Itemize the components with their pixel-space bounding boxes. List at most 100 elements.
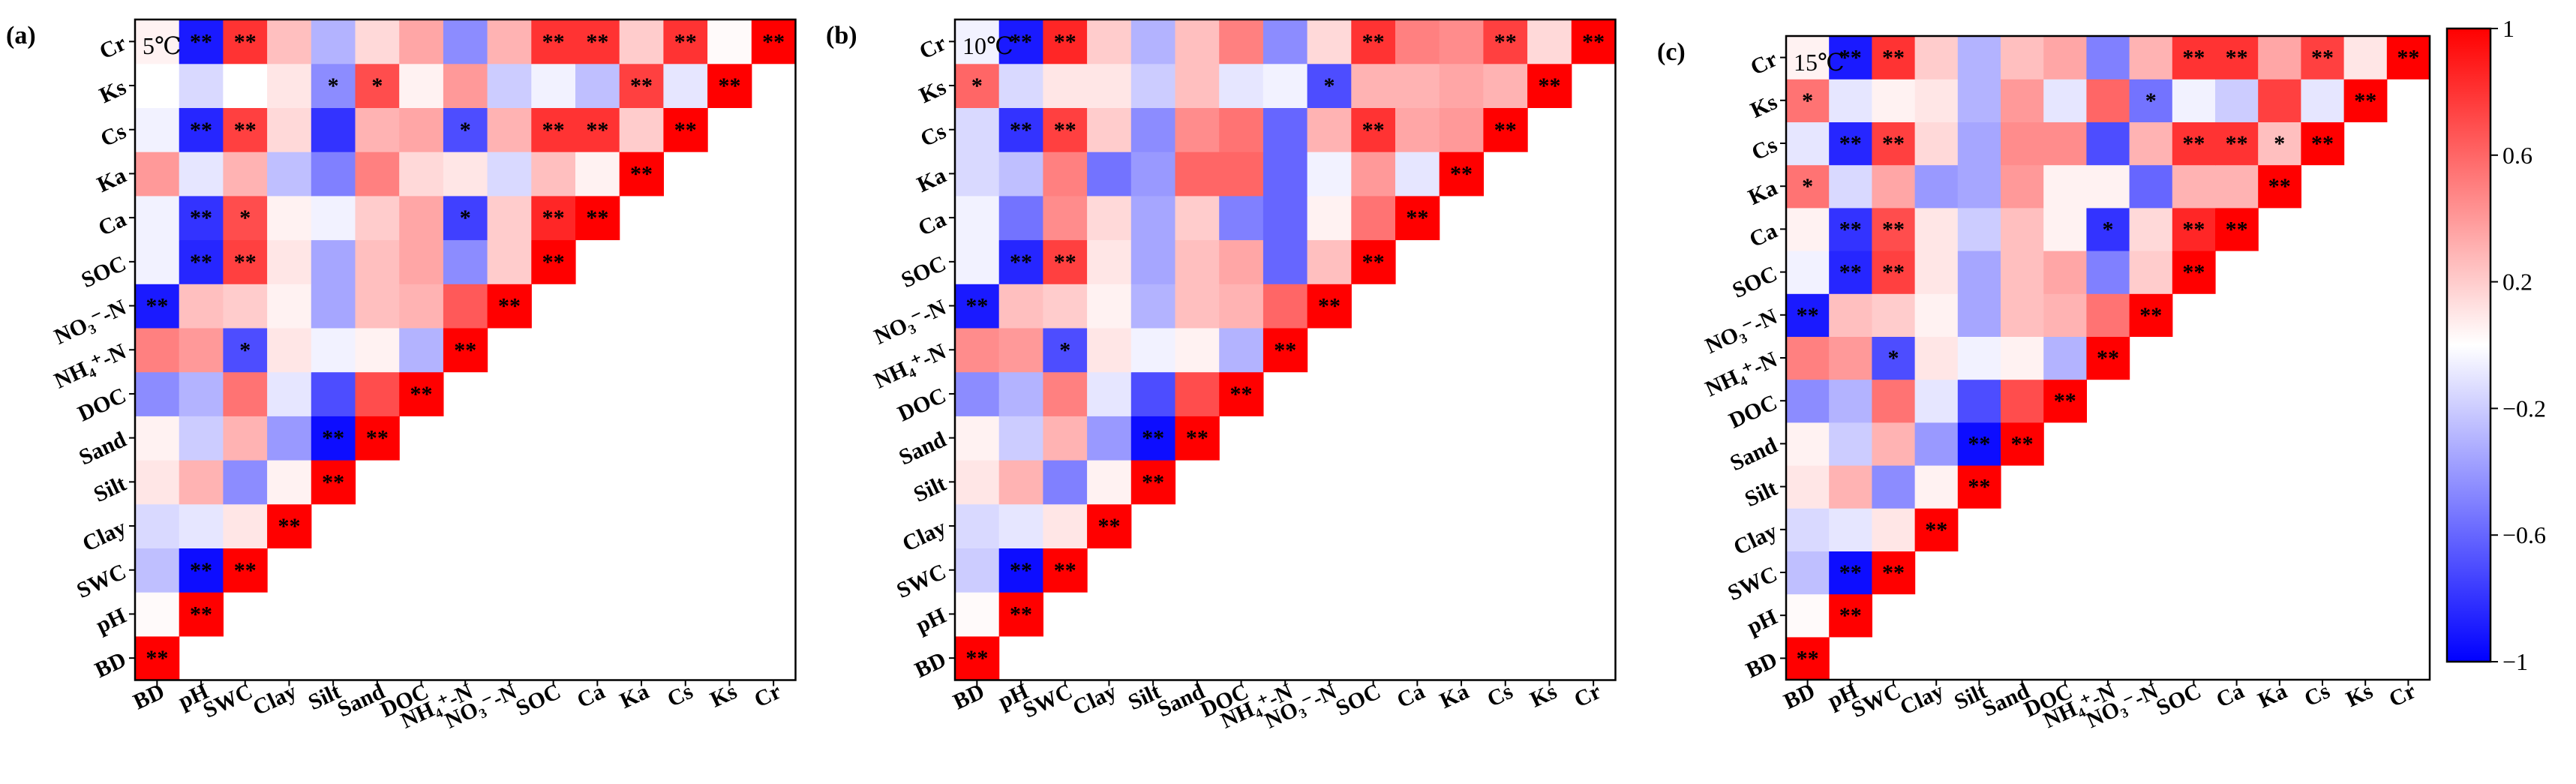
significance-mark: ** [1362,29,1385,54]
heatmap-cell-1-12-2 [223,107,268,152]
heatmap-cell-1-7-6 [399,327,444,373]
heatmap-cell-3-12-8 [2129,122,2173,166]
heatmap-cell-2-9-8 [1307,239,1352,284]
heatmap-cell-2-13-4 [1130,63,1176,108]
heatmap-cell-3-12-0 [1786,122,1830,166]
heatmap-cell-2-9-3 [1087,239,1132,284]
heatmap-cell-1-11-0 [135,152,180,197]
heatmap-cell-2-10-5 [1175,195,1220,241]
heatmap-cell-1-11-11 [619,152,664,197]
temperature-label: 5℃ [143,32,182,59]
heatmap-cell-1-5-5 [355,416,400,461]
heatmap-cell-1-14-2 [223,20,268,65]
heatmap-cell-3-6-5 [2001,379,2044,423]
heatmap-cell-1-13-13 [707,63,752,108]
x-tick-label: BD [1780,678,1819,714]
heatmap-cell-2-14-12 [1483,20,1528,65]
heatmap-cell-1-11-4 [311,152,356,197]
heatmap-cell-1-1-1 [179,592,224,637]
heatmap-cell-1-13-9 [531,63,576,108]
significance-mark: ** [2354,89,2376,113]
heatmap-cell-3-14-0 [1786,36,1830,80]
significance-mark: * [2145,89,2157,113]
heatmap-cell-3-11-4 [1957,164,2001,209]
heatmap-cell-3-9-3 [1914,251,1959,294]
significance-mark: ** [1882,131,1905,156]
significance-mark: ** [1406,206,1428,230]
heatmap-cell-3-8-0 [1786,293,1830,337]
heatmap-cell-1-12-1 [179,107,224,152]
heatmap-cell-1-14-4 [311,20,356,65]
y-tick-label: Cs [97,119,130,152]
heatmap-cell-1-11-2 [223,152,268,197]
heatmap-cell-2-9-1 [998,239,1043,284]
heatmap-cell-1-5-3 [267,416,312,461]
significance-mark: * [971,74,983,98]
heatmap-cell-2-11-9 [1351,152,1396,197]
x-tick-label: Ks [1527,679,1561,713]
x-tick-label: Clay [249,679,300,720]
heatmap-cell-1-14-11 [619,20,664,65]
heatmap-cell-2-11-1 [998,152,1043,197]
heatmap-cell-3-11-8 [2129,164,2173,209]
heatmap-cell-1-10-5 [355,195,400,241]
significance-mark: ** [366,426,389,451]
heatmap-cell-2-11-3 [1087,152,1132,197]
heatmap-cell-1-2-2 [223,548,268,593]
panel-label: (a) [6,22,36,50]
significance-mark: ** [1010,118,1032,143]
heatmap-cell-3-14-8 [2129,36,2173,80]
heatmap-cell-3-0-0 [1786,636,1830,680]
heatmap-cell-2-10-7 [1262,195,1308,241]
heatmap-cell-1-13-2 [223,63,268,108]
significance-mark: * [239,206,251,230]
x-tick-label: Ka [616,679,653,713]
heatmap-cell-2-2-0 [955,548,1000,593]
heatmap-cell-1-11-8 [487,152,532,197]
heatmap-cell-3-11-10 [2215,164,2259,209]
heatmap-cell-2-5-2 [1043,416,1088,461]
heatmap-cell-2-3-0 [955,503,1000,548]
heatmap-cell-2-7-4 [1130,327,1176,373]
heatmap-cell-3-2-2 [1872,551,1916,595]
heatmap-cell-1-10-7 [443,195,488,241]
significance-mark: ** [190,250,212,275]
significance-mark: ** [542,29,565,54]
x-tick-label: Cs [664,679,697,712]
heatmap-cell-3-13-12 [2301,79,2345,122]
heatmap-cell-1-13-11 [619,63,664,108]
heatmap-cell-1-10-2 [223,195,268,241]
significance-mark: ** [542,118,565,143]
significance-mark: * [1802,89,1813,113]
y-tick-label: SOC [1728,261,1781,303]
heatmap-cell-2-14-1 [998,20,1043,65]
heatmap-cell-2-13-11 [1439,63,1484,108]
panel-label: (c) [1657,38,1686,66]
heatmap-cell-2-1-1 [998,592,1043,637]
heatmap-cell-1-9-6 [399,239,444,284]
significance-mark: ** [2097,346,2119,371]
heatmap-cell-2-4-0 [955,460,1000,505]
y-tick-label: pH [1743,605,1781,640]
heatmap-cell-1-0-0 [135,635,180,681]
x-tick-label: SWC [1848,678,1905,722]
y-tick-label: Silt [90,471,130,507]
heatmap-cell-1-9-2 [223,239,268,284]
heatmap-cell-1-12-5 [355,107,400,152]
heatmap-cell-3-5-3 [1914,422,1959,466]
x-tick-label: Cs [2301,678,2334,711]
heatmap-cell-1-8-2 [223,284,268,329]
significance-mark: ** [1968,431,1990,456]
y-tick-label: SWC [73,559,130,603]
x-tick-label: SWC [200,679,257,723]
significance-mark: * [460,206,471,230]
heatmap-cell-2-14-13 [1527,20,1572,65]
heatmap-cell-2-13-2 [1043,63,1088,108]
y-tick-label: Silt [910,471,950,507]
heatmap-cell-1-14-9 [531,20,576,65]
significance-mark: ** [762,29,785,54]
significance-mark: ** [1839,560,1862,585]
heatmap-cell-1-5-1 [179,416,224,461]
significance-mark: ** [674,118,697,143]
heatmap-cell-2-7-1 [998,327,1043,373]
